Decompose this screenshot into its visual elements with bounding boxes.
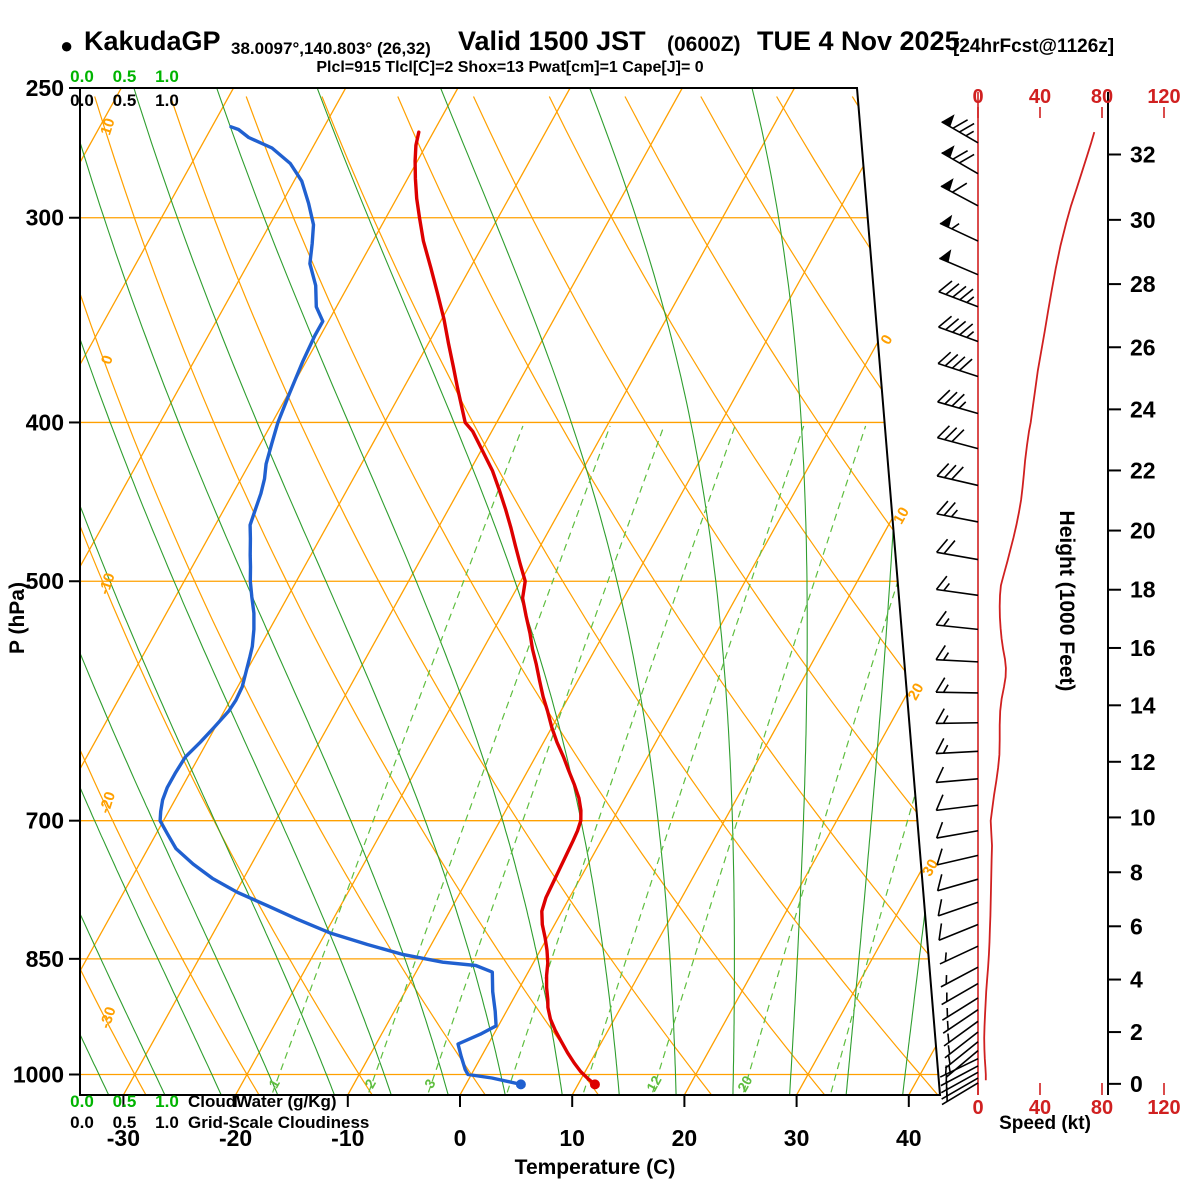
svg-text:2: 2 [361, 1076, 379, 1091]
svg-text:10: 10 [559, 1125, 585, 1151]
svg-text:300: 300 [26, 205, 64, 231]
temperature-axis-title: Temperature (C) [514, 1156, 676, 1179]
svg-text:0: 0 [972, 1097, 983, 1119]
svg-text:250: 250 [26, 75, 64, 101]
svg-text:22: 22 [1130, 457, 1156, 483]
pressure-axis-title: P (hPa) [6, 582, 29, 654]
svg-text:20: 20 [672, 1125, 698, 1151]
svg-text:1.0: 1.0 [155, 67, 179, 86]
svg-text:1000: 1000 [13, 1061, 64, 1087]
dewpoint-curve [158, 125, 523, 1087]
svg-text:120: 120 [1147, 1097, 1180, 1119]
svg-text:80: 80 [1091, 1097, 1113, 1119]
svg-text:16: 16 [1130, 635, 1156, 661]
svg-text:10: 10 [890, 504, 913, 527]
svg-text:0.0: 0.0 [70, 91, 94, 110]
svg-text:1.0: 1.0 [155, 91, 179, 110]
svg-text:20: 20 [734, 1073, 756, 1095]
svg-text:14: 14 [1130, 692, 1156, 718]
svg-text:1.0: 1.0 [155, 1113, 179, 1132]
svg-text:28: 28 [1130, 271, 1156, 297]
valid-time: Valid 1500 JST [458, 26, 646, 56]
svg-text:0: 0 [1130, 1071, 1143, 1097]
svg-text:30: 30 [784, 1125, 810, 1151]
svg-text:0.5: 0.5 [113, 91, 137, 110]
svg-text:500: 500 [26, 568, 64, 594]
svg-text:-20: -20 [96, 790, 119, 816]
svg-text:40: 40 [1029, 1097, 1051, 1119]
svg-text:2: 2 [1130, 1019, 1143, 1045]
valid-date: TUE 4 Nov 2025 [757, 26, 960, 56]
height-axis-title: Height (1000 Feet) [1055, 510, 1078, 692]
svg-text:0.5: 0.5 [113, 1113, 137, 1132]
svg-text:0: 0 [454, 1125, 467, 1151]
svg-text:0.0: 0.0 [70, 67, 94, 86]
svg-text:40: 40 [1029, 86, 1051, 108]
svg-text:0: 0 [972, 86, 983, 108]
svg-text:-20: -20 [219, 1125, 252, 1151]
surface-dewpoint-dot [515, 1079, 526, 1090]
svg-text:6: 6 [1130, 913, 1143, 939]
svg-text:-30: -30 [97, 1005, 120, 1031]
svg-text:3: 3 [421, 1076, 439, 1091]
svg-text:10: 10 [1130, 804, 1156, 830]
svg-text:40: 40 [896, 1125, 922, 1151]
svg-text:26: 26 [1130, 334, 1156, 360]
svg-text:0.5: 0.5 [113, 1092, 137, 1111]
stability-parameters: Plcl=915 Tlcl[C]=2 Shox=13 Pwat[cm]=1 Ca… [316, 59, 704, 76]
svg-text:-10: -10 [96, 571, 119, 597]
svg-text:0.5: 0.5 [113, 67, 137, 86]
svg-text:80: 80 [1091, 86, 1113, 108]
forecast-run-info: [24hrFcst@1126z] [953, 36, 1115, 57]
svg-text:20: 20 [905, 680, 928, 703]
sounding-curves [158, 125, 597, 1087]
svg-text:400: 400 [26, 409, 64, 435]
svg-text:850: 850 [26, 946, 64, 972]
svg-text:700: 700 [26, 808, 64, 834]
svg-text:12: 12 [1130, 749, 1156, 775]
svg-text:4: 4 [1130, 967, 1143, 993]
svg-text:1: 1 [265, 1076, 283, 1091]
svg-text:10: 10 [97, 116, 118, 137]
svg-text:1.0: 1.0 [155, 1092, 179, 1111]
surface-temperature-dot [589, 1079, 600, 1090]
svg-text:24: 24 [1130, 396, 1156, 422]
svg-text:0.0: 0.0 [70, 1092, 94, 1111]
svg-text:12: 12 [643, 1073, 665, 1095]
svg-text:0.0: 0.0 [70, 1113, 94, 1132]
svg-text:8: 8 [1130, 859, 1143, 885]
svg-text:20: 20 [1130, 518, 1156, 544]
wind-barbs [935, 114, 979, 1106]
svg-text:32: 32 [1130, 141, 1156, 167]
station-coordinates: 38.0097°,140.803° (26,32) [231, 39, 431, 58]
background-grid [80, 88, 940, 1095]
pressure-axis: 250 300 400 500 700 850 1000 [13, 75, 80, 1087]
svg-text:0: 0 [98, 353, 117, 366]
station-name: KakudaGP [84, 26, 221, 56]
wind-speed-profile [983, 131, 1096, 1081]
svg-text:0: 0 [878, 332, 897, 348]
temperature-axis: -30 -20 -10 0 10 20 30 40 [107, 1095, 922, 1151]
station-bullet-icon: ● [60, 33, 74, 58]
cloudiness-scale-label: Grid-Scale Cloudiness [188, 1113, 370, 1132]
svg-text:120: 120 [1147, 86, 1180, 108]
cloud-scales: 0.0 0.0 0.0 0.0 0.5 0.5 0.5 0.5 1.0 1.0 1.0 1.0 [70, 67, 179, 1132]
svg-text:30: 30 [919, 856, 942, 879]
speed-axis-title: Speed (kt) [999, 1113, 1091, 1134]
cloudwater-scale-label: CloudWater (g/Kg) [188, 1092, 337, 1111]
valid-time-utc: (0600Z) [667, 33, 741, 56]
svg-text:30: 30 [1130, 207, 1156, 233]
temperature-curve [413, 130, 597, 1087]
plot-frame [79, 87, 942, 1096]
svg-text:18: 18 [1130, 577, 1156, 603]
svg-text:-30: -30 [107, 1125, 140, 1151]
svg-text:-10: -10 [331, 1125, 364, 1151]
